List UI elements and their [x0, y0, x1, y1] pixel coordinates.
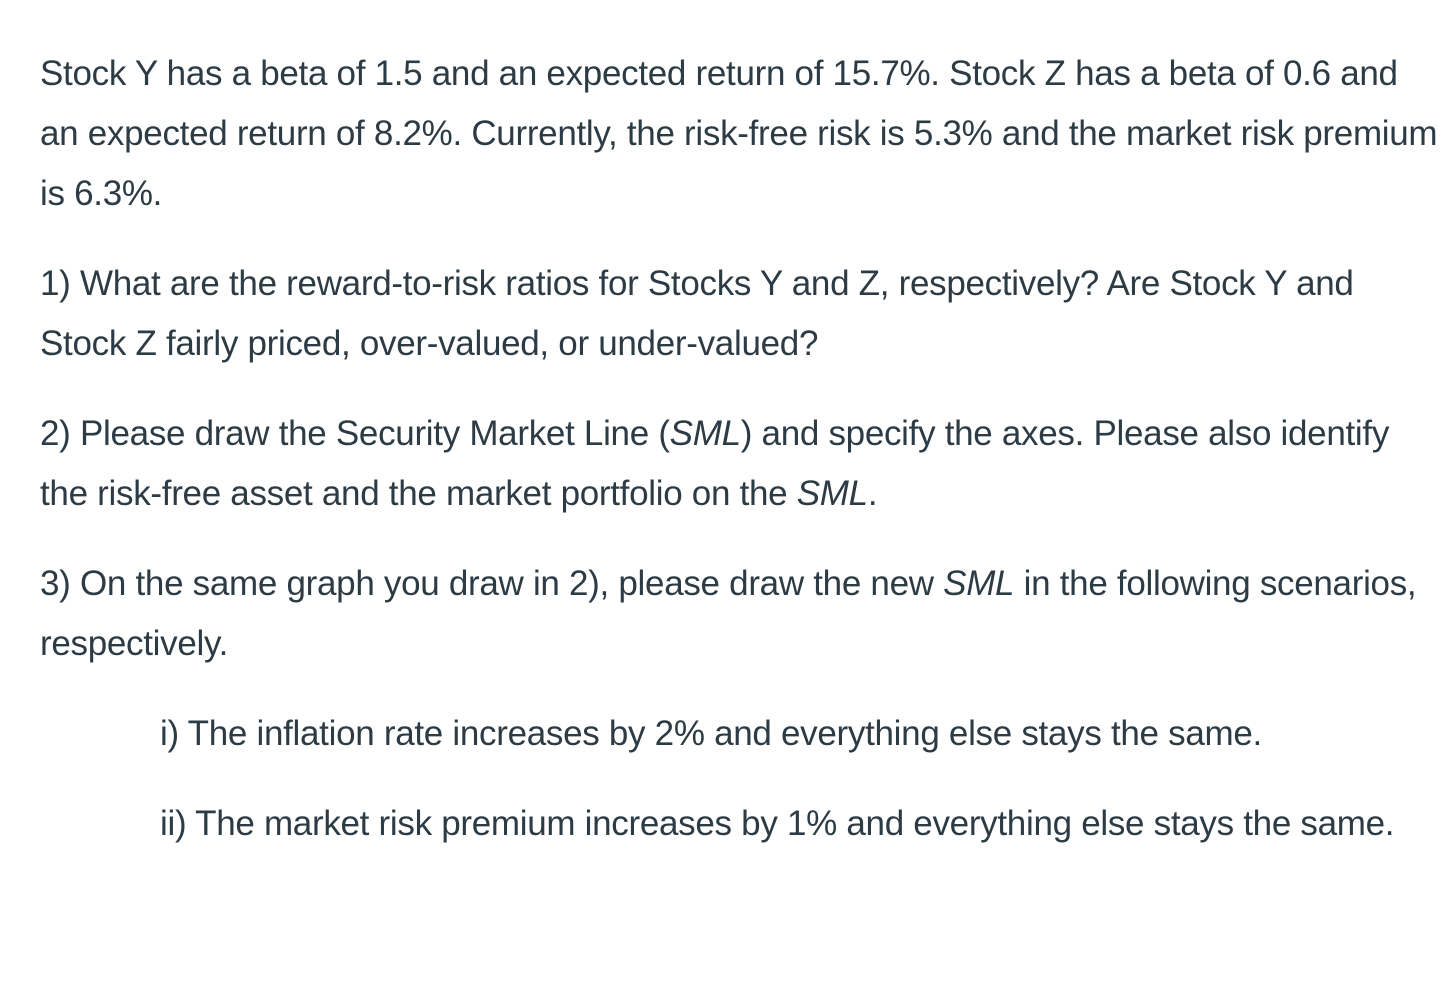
question-1: 1) What are the reward-to-risk ratios fo… [40, 254, 1440, 374]
question-3-number: 3) [40, 564, 71, 603]
question-3-text-before: On the same graph you draw in 2), please… [79, 564, 944, 603]
scenario-ii-label: ii) [160, 804, 187, 843]
scenario-ii: ii) The market risk premium increases by… [40, 794, 1440, 854]
question-3: 3) On the same graph you draw in 2), ple… [40, 554, 1440, 674]
sml-term: SML [796, 474, 868, 513]
question-2-text-after: . [867, 474, 878, 513]
question-2-number: 2) [40, 414, 71, 453]
question-2: 2) Please draw the Security Market Line … [40, 404, 1440, 524]
sml-term: SML [669, 414, 741, 453]
sml-term: SML [943, 564, 1015, 603]
question-1-number: 1) [40, 264, 71, 303]
scenario-i: i) The inflation rate increases by 2% an… [40, 704, 1440, 764]
intro-paragraph: Stock Y has a beta of 1.5 and an expecte… [40, 54, 1438, 213]
question-2-text-before: Please draw the Security Market Line ( [79, 414, 670, 453]
question-2-text-middle: ) and specify the axes. Please also iden… [40, 414, 1390, 513]
scenario-i-text: The inflation rate increases by 2% and e… [187, 714, 1263, 753]
question-3-text-after: in the following scenarios, respectively… [40, 564, 1417, 663]
scenario-ii-text: The market risk premium increases by 1% … [195, 804, 1395, 843]
question-1-text: What are the reward-to-risk ratios for S… [40, 264, 1354, 363]
problem-document: Stock Y has a beta of 1.5 and an expecte… [40, 44, 1440, 854]
scenario-i-label: i) [160, 714, 179, 753]
